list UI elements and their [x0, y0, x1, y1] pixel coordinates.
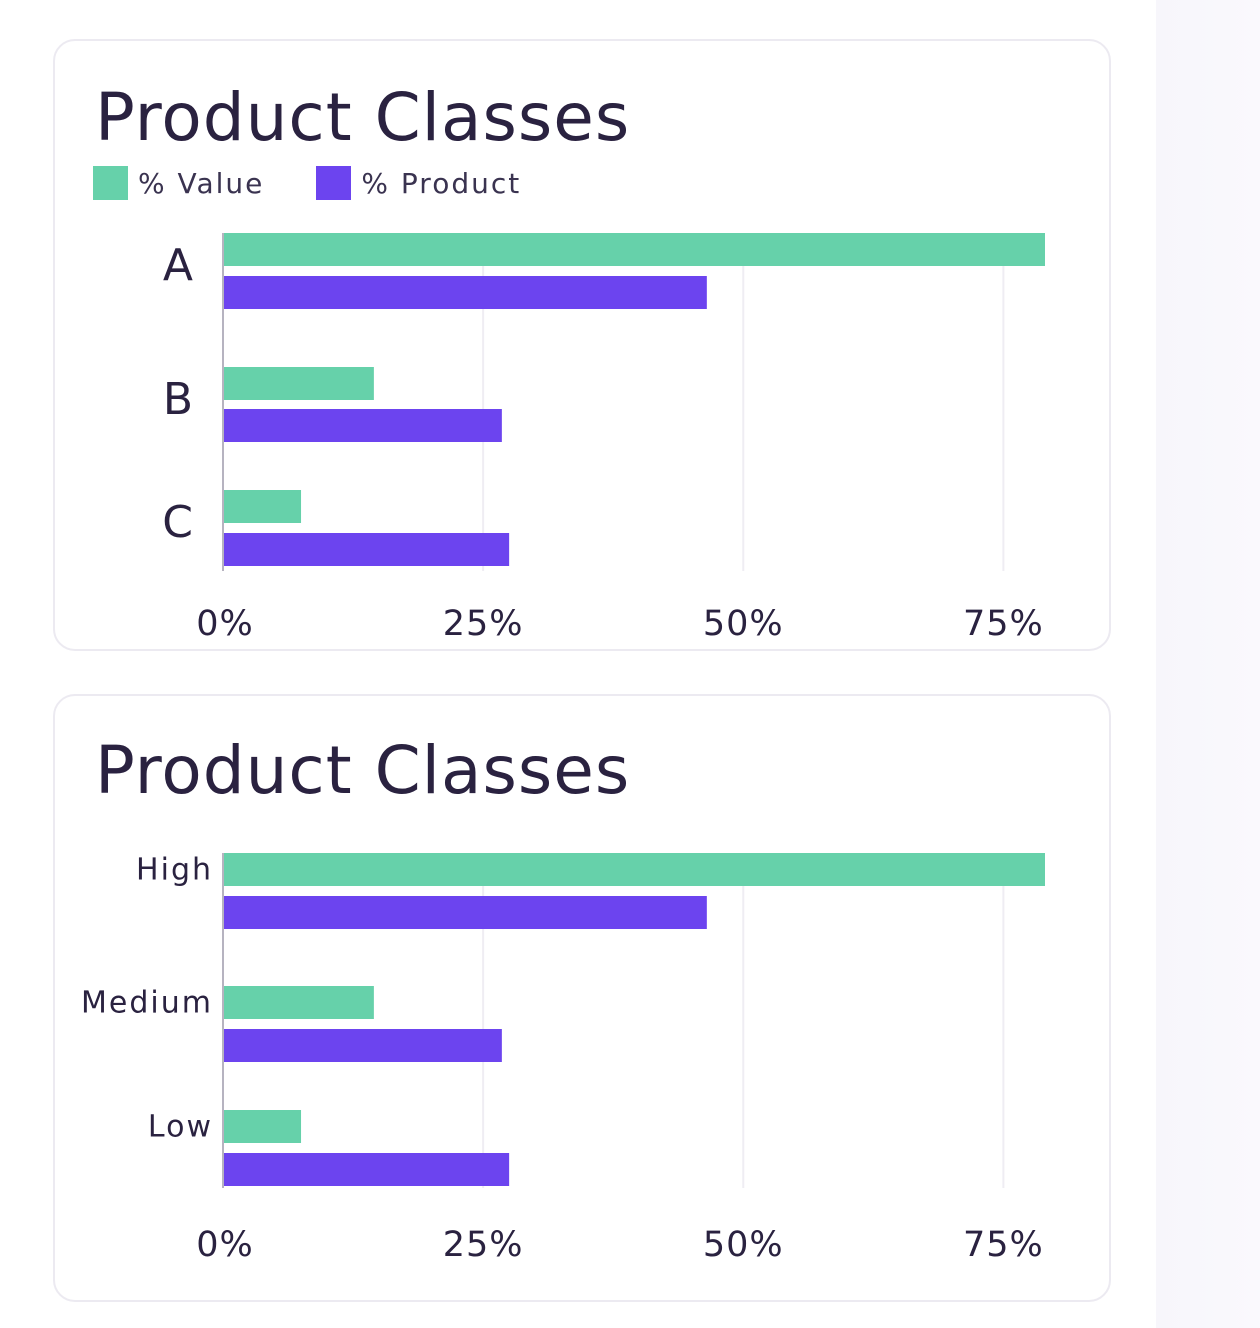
category-label: C: [162, 497, 193, 548]
bar-value-a: [223, 233, 1045, 266]
bar-value-c: [223, 490, 302, 523]
category-label: A: [163, 240, 193, 291]
x-tick-label: 50%: [703, 604, 784, 644]
category-label: B: [163, 374, 193, 425]
bar-product-low: [223, 1153, 510, 1186]
bar-chart-level: High Medium Low 0% 25% 50% 75%: [81, 853, 1045, 1265]
legend-item-product: % Product: [316, 166, 521, 200]
product-classes-abc-card: Product Classes % Value % Product A B C 0% 2…: [53, 39, 1111, 651]
x-tick-label: 75%: [963, 604, 1044, 644]
chart-title: Product Classes: [95, 732, 631, 809]
bar-product-medium: [223, 1029, 502, 1062]
bar-product-c: [223, 533, 510, 566]
legend-label-value: % Value: [138, 166, 265, 200]
x-tick-label: 0%: [196, 604, 254, 644]
bar-chart-abc: A B C 0% 25% 50% 75%: [162, 233, 1045, 644]
legend-item-value: % Value: [93, 166, 264, 200]
legend-swatch-value: [93, 166, 128, 200]
category-label: High: [136, 853, 213, 888]
side-panel: [1156, 0, 1260, 1328]
legend-swatch-product: [316, 166, 352, 200]
x-tick-label: 0%: [196, 1225, 254, 1265]
x-tick-label: 50%: [703, 1225, 784, 1265]
legend-label-product: % Product: [361, 166, 522, 200]
bar-product-b: [223, 409, 502, 442]
product-classes-level-card: Product Classes High Medium Low 0% 25% 50% 75%: [53, 694, 1111, 1302]
bar-value-medium: [223, 986, 374, 1019]
chart-title: Product Classes: [95, 79, 631, 156]
x-tick-label: 75%: [963, 1225, 1044, 1265]
bar-value-high: [223, 853, 1045, 886]
x-tick-label: 25%: [443, 604, 524, 644]
chart-legend: % Value % Product: [93, 165, 573, 201]
x-tick-label: 25%: [443, 1225, 524, 1265]
bar-product-a: [223, 276, 707, 309]
bar-value-b: [223, 367, 374, 400]
bar-product-high: [223, 896, 707, 929]
category-label: Low: [148, 1110, 213, 1145]
category-label: Medium: [81, 986, 213, 1021]
bar-value-low: [223, 1110, 302, 1143]
